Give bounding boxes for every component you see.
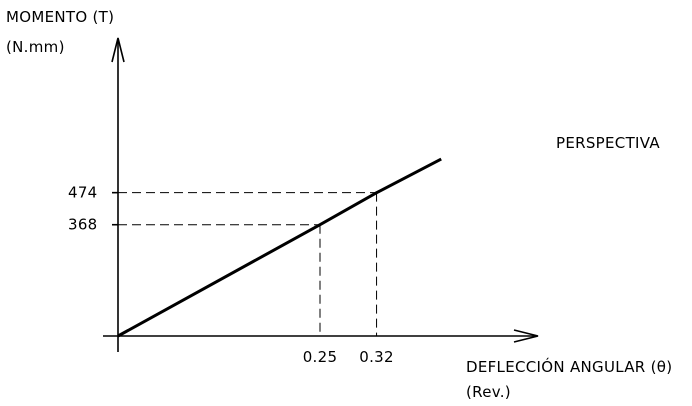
y-tick-label-0: 368: [68, 216, 98, 234]
series-line: [117, 157, 442, 338]
x-tick-label-1: 0.32: [359, 348, 394, 366]
perspective-annotation: PERSPECTIVA: [556, 134, 660, 152]
x-axis-arrowhead-icon: [513, 329, 539, 343]
x-axis-title: DEFLECCIÓN ANGULAR (θ): [466, 357, 672, 376]
x-tick-label-0: 0.25: [303, 348, 338, 366]
tick-labels: 368 0.25 474 0.32: [68, 184, 394, 366]
series-group: [117, 157, 442, 338]
y-tick-label-1: 474: [68, 184, 98, 202]
x-axis-unit: (Rev.): [466, 383, 511, 401]
y-axis-arrowhead-icon: [111, 37, 125, 63]
y-axis-unit: (N.mm): [6, 38, 65, 56]
guide-lines: [112, 191, 378, 336]
y-axis-title: MOMENTO (T): [6, 8, 114, 26]
